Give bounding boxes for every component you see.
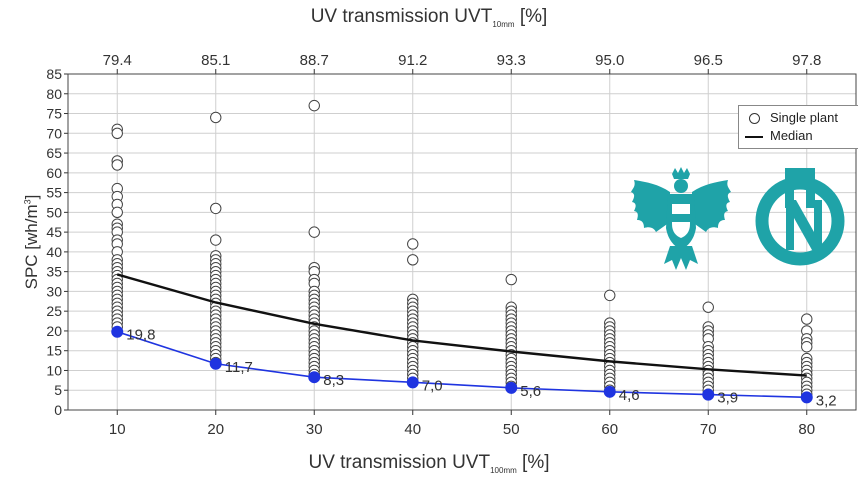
- y-tick-label: 10: [46, 362, 62, 378]
- single-plant-point: [604, 289, 616, 302]
- y-tick-label: 30: [46, 283, 62, 299]
- n-circle-logo: [755, 168, 845, 266]
- y-tick-label: 0: [54, 402, 62, 418]
- legend-item-median: Median: [745, 127, 813, 145]
- bottom-axis-title: UV transmission UVT100mm [%]: [308, 452, 550, 475]
- single-plant-point: [210, 202, 222, 215]
- blue-series-point: [209, 357, 222, 370]
- y-tick-label: 15: [46, 343, 62, 359]
- data-label: 11,7: [225, 359, 253, 376]
- x-tick-label: 50: [503, 421, 520, 438]
- y-tick-label: 20: [46, 323, 62, 339]
- plot-frame: [67, 73, 857, 411]
- top-x-tick-label: 79.4: [103, 52, 132, 69]
- x-tick-label: 80: [798, 421, 815, 438]
- y-tick-label: 45: [46, 224, 62, 240]
- single-plant-point: [801, 341, 813, 353]
- blue-series-point: [406, 376, 419, 389]
- single-plant-point: [702, 301, 714, 313]
- data-label: 3,9: [717, 390, 738, 407]
- data-label: 8,3: [323, 372, 344, 389]
- top-x-tick-label: 85.1: [201, 52, 230, 69]
- single-plant-point: [308, 99, 320, 112]
- data-label: 4,6: [619, 387, 640, 404]
- single-plant-point: [505, 273, 517, 286]
- blue-series-point: [800, 391, 813, 404]
- y-tick-label: 40: [46, 244, 62, 260]
- y-tick-label: 60: [46, 165, 62, 181]
- x-tick-label: 20: [207, 421, 224, 438]
- single-plant-point: [111, 127, 123, 139]
- austrian-eagle-logo: [631, 167, 731, 270]
- top-x-tick-label: 93.3: [497, 52, 526, 69]
- legend: Single plant Median: [738, 105, 858, 149]
- blue-series-point: [505, 381, 518, 394]
- x-tick-label: 30: [306, 421, 323, 438]
- blue-series-point: [111, 325, 124, 338]
- x-tick-label: 10: [109, 421, 126, 438]
- blue-series-point: [308, 371, 321, 384]
- top-x-tick-label: 97.8: [792, 52, 821, 69]
- y-tick-label: 5: [54, 382, 62, 398]
- y-tick-label: 85: [46, 66, 62, 82]
- x-tick-label: 60: [601, 421, 618, 438]
- top-axis-title: UV transmission UVT10mm [%]: [310, 6, 548, 29]
- single-plant-point: [407, 254, 419, 266]
- data-label: 7,0: [422, 377, 443, 394]
- line-marker-icon: [745, 135, 763, 138]
- y-tick-label: 55: [46, 185, 62, 201]
- blue-series-line: [117, 330, 807, 399]
- y-tick-label: 35: [46, 264, 62, 280]
- single-plant-point: [407, 238, 419, 250]
- single-plant-point: [210, 234, 222, 246]
- data-label: 19,8: [126, 327, 155, 344]
- y-tick-label: 80: [46, 86, 62, 102]
- x-tick-label: 70: [700, 421, 717, 438]
- top-x-tick-label: 96.5: [694, 52, 723, 69]
- y-tick-label: 70: [46, 125, 62, 141]
- legend-item-single-plant: Single plant: [745, 109, 838, 127]
- circle-marker-icon: [749, 113, 760, 125]
- y-tick-label: 25: [46, 303, 62, 319]
- single-plant-point: [210, 111, 222, 124]
- y-tick-label: 50: [46, 204, 62, 220]
- data-label: 3,2: [816, 392, 837, 409]
- y-axis-title: SPC [wh/m3]: [22, 194, 41, 290]
- top-x-tick-label: 91.2: [398, 52, 427, 69]
- single-plant-point: [308, 226, 320, 238]
- top-x-tick-label: 95.0: [595, 52, 624, 69]
- x-tick-label: 40: [404, 421, 421, 438]
- top-x-tick-label: 88.7: [300, 52, 329, 69]
- blue-series-point: [702, 388, 715, 401]
- data-label: 5,6: [520, 383, 541, 400]
- y-tick-label: 65: [46, 145, 62, 161]
- blue-series-point: [603, 385, 616, 398]
- single-plant-point: [111, 206, 123, 219]
- plot-area: [68, 74, 856, 410]
- single-plant-point: [801, 313, 813, 325]
- single-plant-point: [111, 159, 123, 171]
- y-tick-label: 75: [46, 106, 62, 122]
- median-line: [116, 273, 807, 377]
